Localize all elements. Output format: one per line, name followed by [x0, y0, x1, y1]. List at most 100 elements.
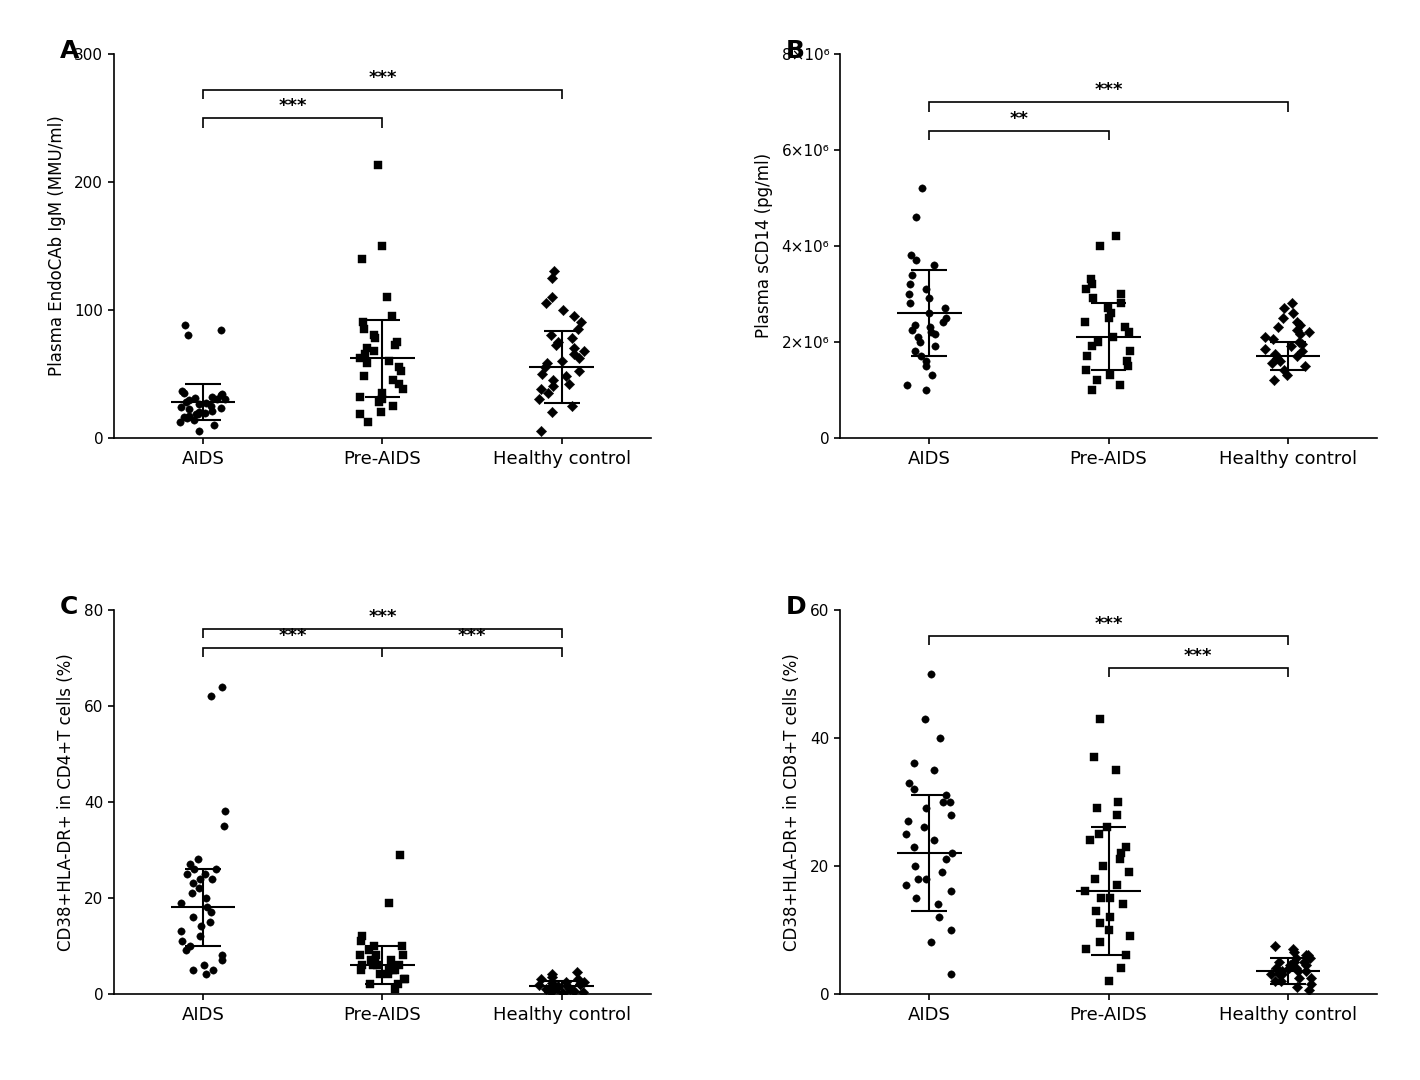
Point — [362, 326, 385, 343]
Point — [932, 793, 954, 810]
Point — [1075, 281, 1098, 298]
Point — [182, 908, 204, 926]
Text: ***: *** — [278, 627, 307, 646]
Point — [905, 342, 927, 360]
Point — [895, 876, 917, 893]
Point — [559, 981, 582, 998]
Point — [914, 869, 937, 887]
Point — [210, 946, 233, 963]
Point — [392, 380, 415, 397]
Point — [534, 359, 557, 376]
Point — [1086, 372, 1109, 389]
Point — [934, 851, 957, 868]
Point — [1089, 711, 1112, 728]
Point — [204, 861, 227, 878]
Point — [386, 333, 409, 350]
Point — [537, 981, 559, 998]
Point — [920, 934, 943, 951]
Point — [182, 875, 204, 892]
Point — [902, 755, 924, 772]
Point — [351, 956, 373, 973]
Point — [176, 865, 199, 882]
Point — [527, 976, 550, 994]
Point — [545, 337, 568, 354]
Point — [349, 406, 372, 423]
Point — [1264, 937, 1287, 955]
Point — [178, 401, 200, 418]
Point — [1098, 921, 1120, 939]
Point — [383, 981, 406, 998]
Point — [371, 238, 393, 255]
Point — [1098, 309, 1120, 326]
Point — [189, 928, 212, 945]
Point — [210, 678, 233, 696]
Point — [202, 416, 224, 433]
Point — [541, 269, 564, 286]
Point — [1279, 338, 1302, 355]
Point — [371, 384, 393, 402]
Point — [186, 851, 209, 868]
Point — [176, 326, 199, 343]
Point — [541, 968, 564, 985]
Point — [568, 350, 591, 367]
Text: ***: *** — [278, 97, 307, 114]
Point — [940, 882, 963, 900]
Point — [919, 289, 941, 307]
Point — [896, 376, 919, 393]
Point — [195, 966, 217, 983]
Point — [551, 301, 574, 319]
Point — [1262, 330, 1285, 348]
Point — [562, 308, 585, 325]
Point — [349, 350, 372, 367]
Point — [386, 975, 409, 993]
Point — [369, 966, 392, 983]
Point — [1285, 314, 1308, 332]
Point — [1079, 832, 1102, 849]
Point — [378, 961, 400, 978]
Point — [195, 865, 217, 882]
Point — [355, 354, 378, 372]
Point — [371, 391, 393, 408]
Point — [362, 937, 385, 955]
Point — [1254, 328, 1277, 346]
Point — [541, 966, 564, 983]
Point — [351, 249, 373, 267]
Point — [900, 321, 923, 338]
Point — [1292, 953, 1315, 970]
Point — [537, 384, 559, 402]
Point — [914, 357, 937, 375]
Point — [903, 781, 926, 798]
Point — [1268, 953, 1291, 970]
Point — [1265, 959, 1288, 976]
Point — [541, 372, 564, 389]
Point — [180, 885, 203, 902]
Point — [1089, 889, 1112, 906]
Point — [213, 391, 236, 408]
Point — [939, 793, 961, 810]
Point — [923, 832, 946, 849]
Point — [899, 295, 922, 312]
Point — [1092, 858, 1115, 875]
Point — [1081, 275, 1103, 293]
Point — [388, 359, 410, 376]
Point — [1096, 819, 1119, 836]
Point — [907, 328, 930, 346]
Point — [1265, 350, 1288, 367]
Point — [568, 363, 591, 380]
Point — [349, 961, 372, 978]
Point — [1112, 895, 1135, 913]
Point — [547, 977, 569, 995]
Point — [1264, 345, 1287, 362]
Point — [1285, 949, 1308, 967]
Point — [1119, 928, 1142, 945]
Point — [545, 980, 568, 997]
Point — [1074, 314, 1096, 332]
Point — [562, 339, 585, 356]
Point — [542, 262, 565, 280]
Point — [541, 974, 564, 991]
Point — [561, 397, 584, 415]
Point — [903, 316, 926, 334]
Point — [382, 961, 405, 978]
Point — [1298, 323, 1321, 340]
Point — [1285, 348, 1308, 365]
